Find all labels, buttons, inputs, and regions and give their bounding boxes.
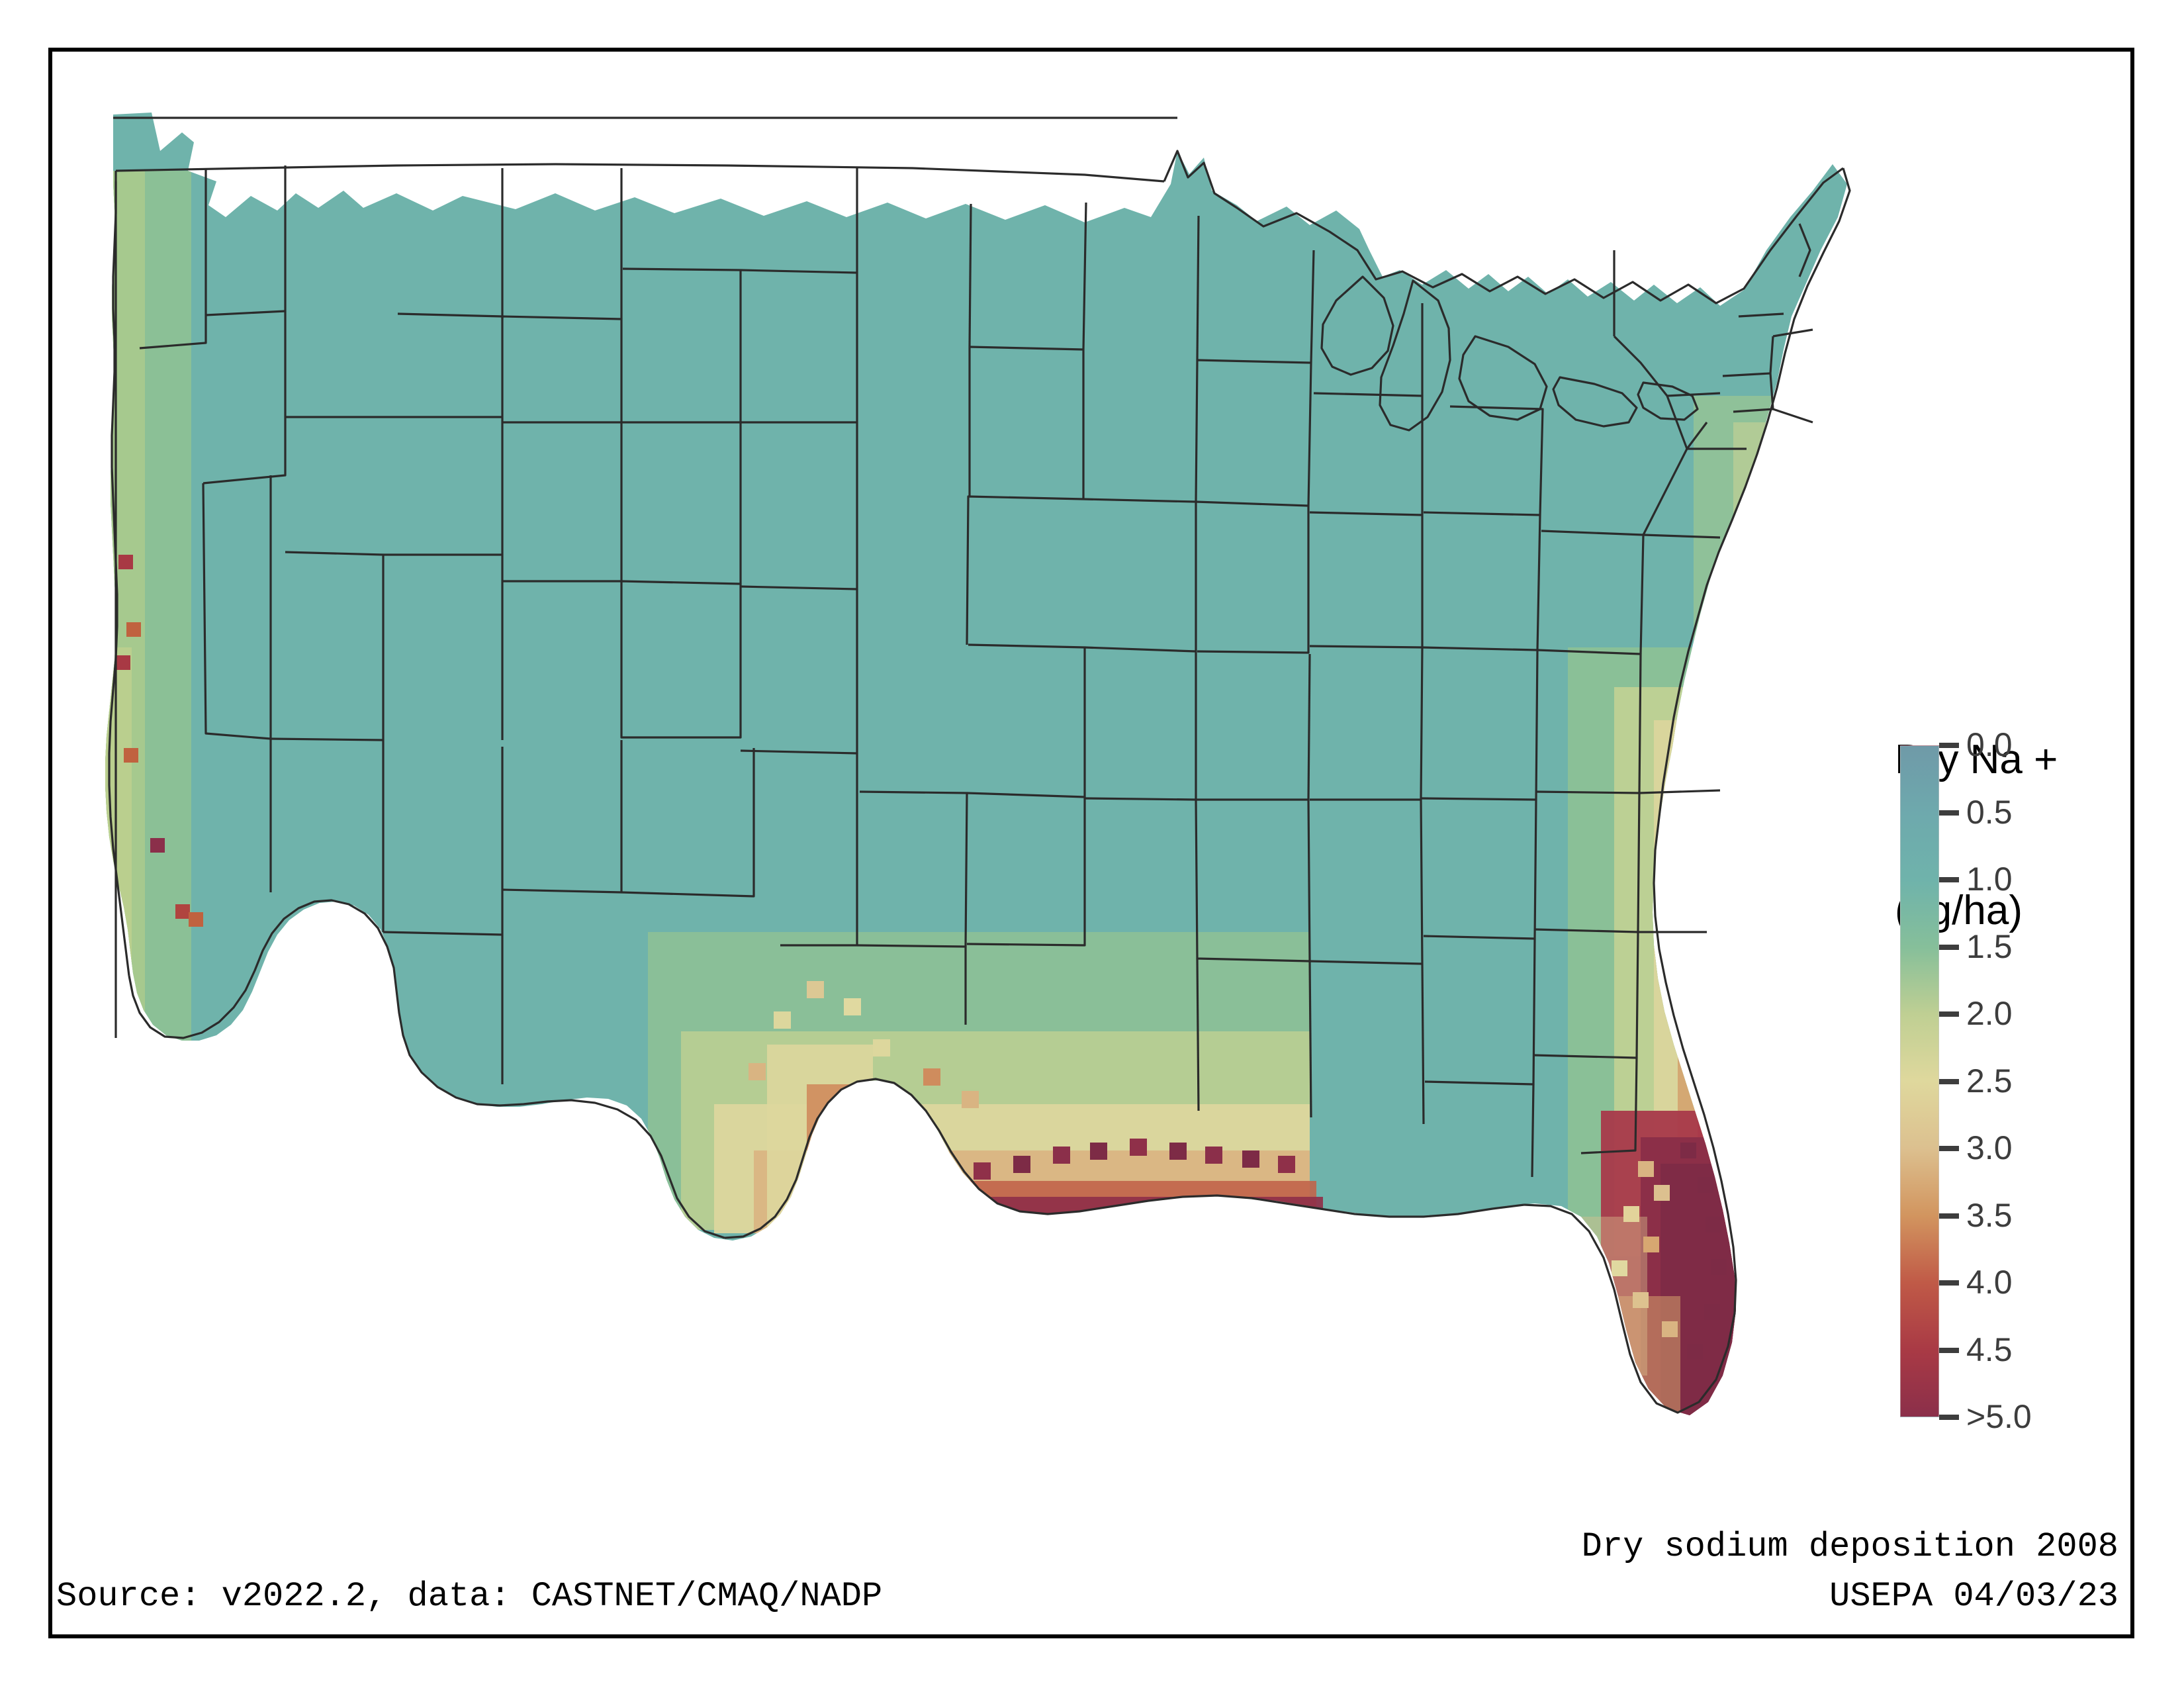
colorbar-legend: Dry Na + (kg/ha) 0.0 0.5 1.0 1.5 2.0 2.5 3.0 3.… (1892, 634, 2137, 1508)
colorbar-label: >5.0 (1966, 1398, 2032, 1435)
colorbar-label: 3.5 (1966, 1196, 2013, 1234)
colorbar-label: 1.0 (1966, 861, 2013, 898)
colorbar-tick-5.0 (1939, 1415, 1959, 1420)
colorbar-label: 0.0 (1966, 726, 2013, 763)
colorbar-tick-1.0 (1939, 877, 1959, 882)
colorbar-tick-3.0 (1939, 1146, 1959, 1151)
colorbar-tick-2.5 (1939, 1078, 1959, 1084)
caption-agency: USEPA 04/03/23 (1829, 1577, 2118, 1616)
colorbar-label: 2.0 (1966, 995, 2013, 1032)
colorbar-tick-4.0 (1939, 1280, 1959, 1286)
colorbar-label: 1.5 (1966, 927, 2013, 965)
colorbar-tick-2.0 (1939, 1011, 1959, 1017)
us-deposition-map (52, 52, 1899, 1501)
colorbar-label: 4.5 (1966, 1331, 2013, 1368)
colorbar-label: 3.0 (1966, 1129, 2013, 1166)
colorbar-tick-0.0 (1939, 743, 1959, 748)
colorbar-tick-1.5 (1939, 944, 1959, 950)
colorbar-tick-4.5 (1939, 1347, 1959, 1353)
colorbar-gradient (1900, 745, 1939, 1417)
caption-title: Dry sodium deposition 2008 (1581, 1527, 2118, 1566)
colorbar-wrap: 0.0 0.5 1.0 1.5 2.0 2.5 3.0 3.5 4.0 4.5 >5.0 (1900, 728, 2125, 1433)
colorbar-label: 0.5 (1966, 793, 2013, 831)
state-boundaries (108, 117, 1851, 1414)
colorbar-tick-0.5 (1939, 810, 1959, 816)
map-canvas (52, 52, 1899, 1501)
caption-source: Source: v2022.2, data: CASTNET/CMAQ/NADP (56, 1577, 883, 1616)
colorbar-label: 4.0 (1966, 1264, 2013, 1301)
colorbar-tick-3.5 (1939, 1213, 1959, 1219)
colorbar-label: 2.5 (1966, 1062, 2013, 1100)
figure-frame: Dry Na + (kg/ha) 0.0 0.5 1.0 1.5 2.0 2.5 3.0 3.… (48, 48, 2134, 1638)
